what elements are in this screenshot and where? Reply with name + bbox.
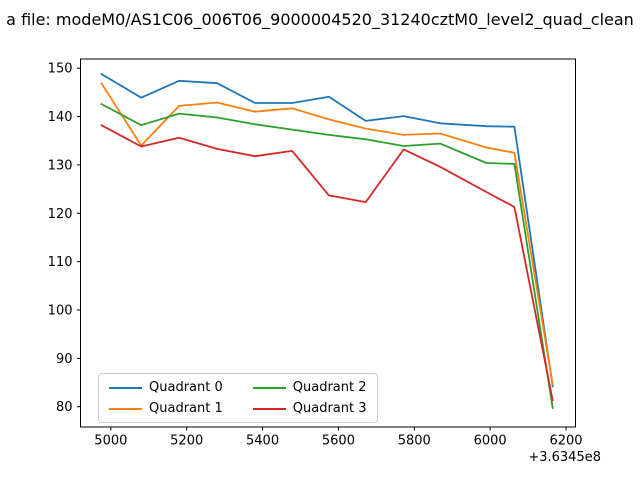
y-tick-label: 150 [48,62,73,77]
y-tick-label: 110 [48,255,73,270]
series-line-quadrant-0 [100,73,554,388]
legend-label: Quadrant 1 [149,401,223,416]
x-tick-label: 5400 [246,434,279,449]
y-tick-label: 120 [48,207,73,222]
y-tick-label: 140 [48,110,73,125]
x-tick-label: 6000 [474,434,507,449]
y-tick-label: 80 [56,400,73,415]
plot-area: 5000 5200 5400 5600 5800 6000 6200 80 90 100 110 12… [48,58,583,449]
legend-entry: Quadrant 1 [109,400,223,417]
x-tick-label: 5600 [322,434,355,449]
legend-line-sample [252,407,286,410]
x-tick-label: 5000 [94,434,127,449]
x-tick-label: 5800 [398,434,431,449]
legend-line-sample [252,386,286,389]
y-tick-label: 100 [48,303,73,318]
y-tick-label: 130 [48,158,73,173]
axes-frame [80,58,576,428]
x-axis-offset-label: +3.6345e8 [528,450,601,465]
x-tick-label: 6200 [549,434,582,449]
legend-entry: Quadrant 3 [252,400,367,417]
series-line-quadrant-2 [100,103,554,410]
legend: Quadrant 0 Quadrant 1 Quadrant 2 Quadrant 3 [98,373,378,423]
chart-title: a file: modeM0/AS1C06_006T06_9000004520_… [6,10,634,29]
legend-line-sample [109,407,142,410]
x-tick-label: 5200 [170,434,203,449]
series-line-quadrant-1 [100,82,554,386]
legend-label: Quadrant 0 [149,380,223,395]
legend-line-sample [109,386,142,389]
y-tick-label: 90 [56,352,73,367]
legend-label: Quadrant 3 [292,401,367,416]
legend-entry: Quadrant 0 [109,379,223,396]
legend-label: Quadrant 2 [292,380,367,395]
legend-entry: Quadrant 2 [252,379,367,396]
series-line-quadrant-3 [100,124,554,402]
